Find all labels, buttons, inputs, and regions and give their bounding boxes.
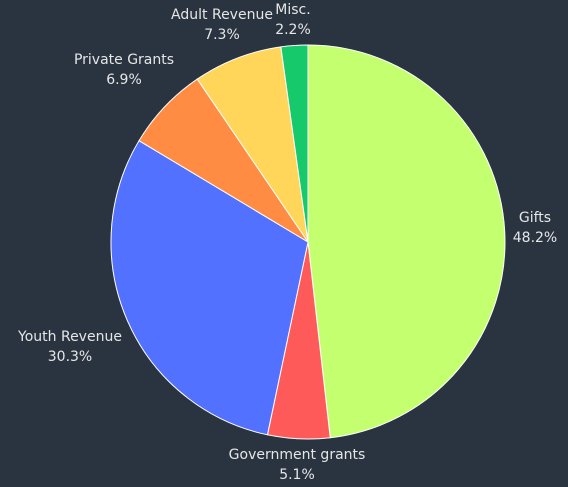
slice-percent-misc: 2.2% [275,22,311,38]
slice-percent-private-grants: 6.9% [106,72,142,88]
slice-percent-adult-revenue: 7.3% [204,27,240,43]
pie-slice-gifts[interactable] [307,44,506,439]
slice-label-government-grants: Government grants [229,447,366,463]
slice-label-misc: Misc. [275,2,310,18]
slice-label-youth-revenue: Youth Revenue [17,329,122,345]
slice-percent-gifts: 48.2% [513,230,557,246]
slice-label-adult-revenue: Adult Revenue [171,7,273,23]
slice-label-private-grants: Private Grants [74,52,174,68]
slice-label-gifts: Gifts [519,210,551,226]
pie-slice-misc[interactable] [280,44,309,243]
pie-slice-youth-revenue[interactable] [110,139,309,436]
pie-slices [110,44,506,440]
slice-percent-youth-revenue: 30.3% [48,349,92,365]
slice-percent-government-grants: 5.1% [279,467,315,483]
pie-labels: Gifts 48.2% Government grants 5.1% Youth Rev… [17,2,557,483]
